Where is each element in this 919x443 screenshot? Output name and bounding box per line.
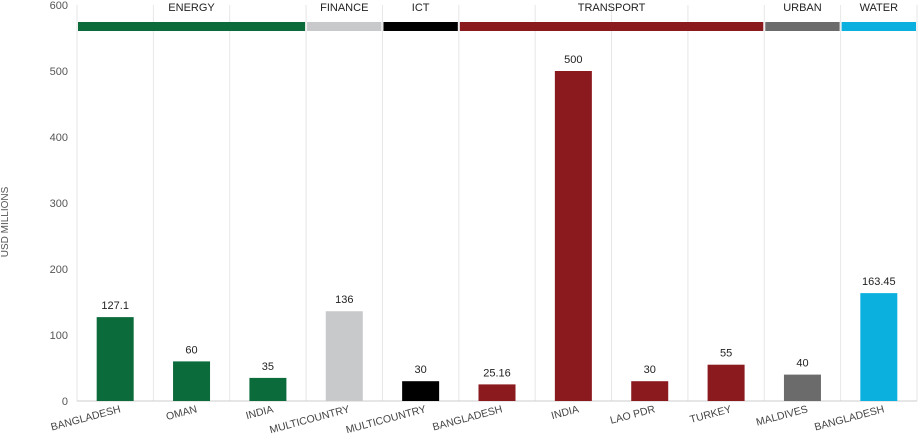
sector-bands: ENERGY FINANCE ICT TRANSPORT URBAN WATER [78,2,916,31]
grid-layer [76,5,918,402]
value-label: 163.45 [862,276,896,288]
bar [402,381,440,401]
value-label: 500 [564,54,582,66]
value-label: 127.1 [101,300,129,312]
sector-band [78,22,306,31]
value-label: 35 [262,361,274,373]
y-axis-label: USD MILLIONS [0,186,11,257]
value-label: 30 [644,364,656,376]
sector-band [307,22,382,31]
value-label: 25.16 [483,367,511,379]
y-tick-label: 0 [62,396,68,408]
category-label: MULTICOUNTRY [268,403,351,436]
category-label: BANGLADESH [813,403,885,433]
x-axis: BANGLADESH OMAN INDIAMULTICOUNTRYMULTICOUN… [50,403,886,436]
y-tick-label: 100 [50,330,68,342]
value-label: 40 [796,358,808,370]
bar [631,381,669,401]
category-label: INDIA [550,403,580,422]
y-axis: 0 100 200 300 400 500 600 [50,0,68,408]
category-label: BANGLADESH [431,403,503,433]
sector-label: URBAN [783,2,822,14]
category-label: BANGLADESH [50,403,122,433]
category-label: TURKEY [689,403,733,426]
category-label: INDIA [245,403,275,422]
sector-label: ENERGY [168,2,215,14]
bar [173,361,211,401]
sector-label: TRANSPORT [578,2,646,14]
bar [783,374,821,401]
value-label: 136 [335,294,353,306]
bar [707,364,745,401]
sector-band [383,22,458,31]
sector-label: ICT [412,2,430,14]
sector-label: WATER [860,2,899,14]
y-tick-label: 500 [50,66,68,78]
bar [860,293,898,401]
bar [554,71,592,401]
bar [478,384,516,401]
bar [249,377,287,401]
sector-band [459,22,764,31]
y-tick-label: 400 [50,132,68,144]
value-label: 30 [415,364,427,376]
category-label: MALDIVES [755,403,809,428]
sector-band [841,22,916,31]
bars: 127.1 60 35 136 30 25.16 500 30 55 40 163.45 [96,54,898,401]
bar [96,317,134,401]
y-tick-label: 600 [50,0,68,12]
category-label: MULTICOUNTRY [345,403,428,436]
value-label: 60 [185,344,197,356]
sector-band [765,22,840,31]
value-label: 55 [720,348,732,360]
y-tick-label: 200 [50,264,68,276]
sector-label: FINANCE [320,2,368,14]
category-label: OMAN [165,403,199,423]
category-label: LAO PDR [609,403,657,427]
bar [325,311,363,401]
y-tick-label: 300 [50,198,68,210]
